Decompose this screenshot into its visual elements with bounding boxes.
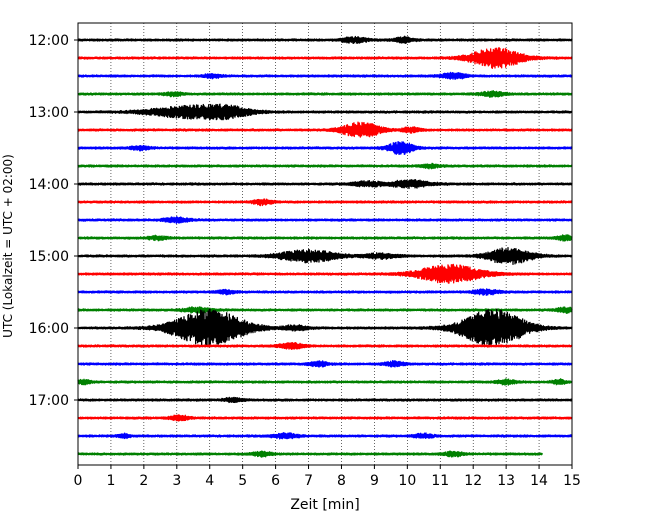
x-tick-label: 3 xyxy=(172,473,181,489)
trace-1245 xyxy=(77,90,573,98)
x-tick-label: 11 xyxy=(431,473,449,489)
y-tick-label: 17:00 xyxy=(29,393,69,409)
trace-1730 xyxy=(77,432,573,440)
x-tick-label: 0 xyxy=(74,473,83,489)
trace-1445 xyxy=(77,234,573,242)
x-tick-label: 9 xyxy=(370,473,379,489)
x-tick-label: 8 xyxy=(337,473,346,489)
trace-1630 xyxy=(77,360,573,368)
y-axis-label: UTC (Lokalzeit = UTC + 02:00) xyxy=(1,154,15,338)
x-tick-label: 6 xyxy=(271,473,280,489)
y-tick-label: 12:00 xyxy=(29,33,69,49)
x-tick-label: 7 xyxy=(304,473,313,489)
trace-1315 xyxy=(77,121,573,138)
trace-1700 xyxy=(77,396,573,404)
y-axis-ticks: 12:00 13:00 14:00 15:00 16:00 17:00 xyxy=(29,33,78,409)
y-tick-label: 14:00 xyxy=(29,177,69,193)
trace-1600 xyxy=(77,308,573,347)
trace-1230 xyxy=(77,71,573,80)
trace-1545 xyxy=(77,306,573,314)
trace-1215 xyxy=(77,47,573,69)
x-tick-label: 14 xyxy=(530,473,548,489)
x-axis-label: Zeit [min] xyxy=(290,497,359,513)
trace-1430 xyxy=(77,216,573,224)
y-tick-label: 15:00 xyxy=(29,249,69,265)
trace-1500 xyxy=(77,247,573,266)
seismic-traces xyxy=(77,35,573,458)
trace-1200 xyxy=(77,35,573,45)
x-tick-label: 4 xyxy=(205,473,214,489)
trace-1715 xyxy=(77,414,573,422)
axes-frame xyxy=(77,22,573,466)
x-tick-label: 15 xyxy=(563,473,581,489)
y-tick-label: 16:00 xyxy=(29,321,69,337)
x-tick-label: 5 xyxy=(238,473,247,489)
x-tick-label: 2 xyxy=(139,473,148,489)
trace-1415 xyxy=(77,198,573,207)
trace-1645 xyxy=(77,378,573,386)
trace-1400 xyxy=(77,179,573,190)
y-tick-label: 13:00 xyxy=(29,105,69,121)
trace-1345 xyxy=(77,162,573,170)
trace-1515 xyxy=(77,263,573,284)
trace-1745 xyxy=(77,450,543,458)
x-tick-label: 12 xyxy=(464,473,482,489)
trace-1530 xyxy=(77,288,573,296)
trace-1615 xyxy=(77,341,573,350)
x-tick-label: 13 xyxy=(497,473,515,489)
x-tick-label: 1 xyxy=(106,473,115,489)
x-tick-label: 10 xyxy=(398,473,416,489)
plot-area xyxy=(77,22,573,466)
x-axis-ticks: 0 1 2 3 4 5 6 7 8 9 10 11 12 13 14 15 xyxy=(74,465,581,489)
trace-1330 xyxy=(77,141,573,156)
trace-1300 xyxy=(77,103,573,121)
